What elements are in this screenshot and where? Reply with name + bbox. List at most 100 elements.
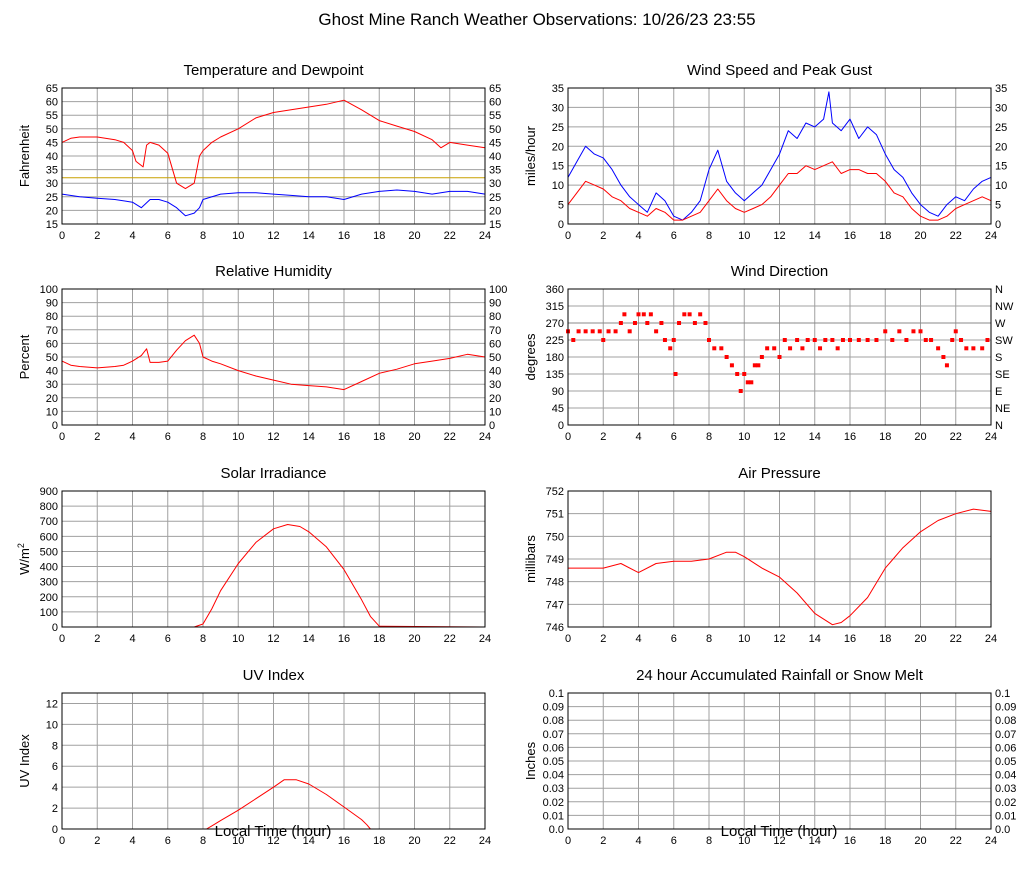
right-y-tick-label: 70: [489, 325, 501, 337]
x-tick-label: 8: [200, 230, 206, 242]
y-tick-label: 15: [552, 161, 564, 173]
plot-frame: [567, 692, 992, 830]
y-axis-label: UV Index: [17, 734, 32, 788]
y-tick-label: 70: [46, 325, 58, 337]
right-y-tick-label: 20: [489, 205, 501, 217]
x-tick-label: 6: [165, 633, 171, 645]
data-point: [772, 346, 777, 351]
x-tick-label: 12: [267, 835, 279, 847]
data-point: [749, 380, 754, 385]
data-point: [692, 321, 697, 325]
y-tick-label: 45: [46, 137, 58, 149]
data-point: [590, 329, 595, 334]
x-tick-label: 14: [809, 230, 821, 242]
right-y-tick-label: 60: [489, 338, 501, 350]
y-tick-label: 752: [546, 486, 564, 498]
data-point: [597, 329, 602, 334]
x-tick-label: 2: [94, 835, 100, 847]
y-tick-label: 700: [40, 516, 58, 528]
data-point: [980, 346, 985, 351]
chart-title: Air Pressure: [738, 465, 821, 482]
y-tick-label: 750: [546, 531, 564, 543]
x-tick-label: 24: [479, 230, 491, 242]
x-tick-label: 18: [373, 230, 385, 242]
data-point: [571, 338, 576, 342]
right-y-tick-label: 15: [995, 161, 1007, 173]
y-tick-label: 2: [52, 803, 58, 815]
right-y-tick-label: S: [995, 352, 1002, 364]
y-axis-label: Percent: [17, 334, 32, 379]
y-tick-label: 500: [40, 546, 58, 558]
x-tick-label: 16: [338, 633, 350, 645]
x-tick-label: 0: [565, 835, 571, 847]
y-tick-label: 90: [552, 386, 564, 398]
data-point: [848, 338, 852, 342]
series-line-1: [61, 99, 486, 190]
x-tick-label: 18: [879, 230, 891, 242]
series-line-2: [61, 189, 486, 217]
y-tick-label: 40: [46, 151, 58, 163]
right-y-tick-label: 20: [489, 393, 501, 405]
plot-frame: [61, 87, 486, 225]
x-tick-label: 22: [444, 633, 456, 645]
y-tick-label: 8: [52, 740, 58, 752]
y-tick-label: 200: [40, 592, 58, 604]
x-tick-label: 8: [200, 633, 206, 645]
right-y-tick-label: E: [995, 386, 1002, 398]
y-tick-label: 0.07: [543, 729, 564, 741]
y-tick-label: 30: [552, 102, 564, 114]
x-tick-label: 6: [165, 230, 171, 242]
chart-title: Wind Direction: [731, 263, 829, 280]
right-y-tick-label: NE: [995, 403, 1010, 415]
right-y-tick-label: 0: [995, 219, 1001, 231]
x-tick-label: 22: [950, 431, 962, 443]
x-tick-label: 22: [950, 633, 962, 645]
right-y-tick-label: 25: [995, 122, 1007, 134]
y-tick-label: 360: [546, 284, 564, 296]
x-tick-label: 20: [408, 835, 420, 847]
x-tick-label: 22: [950, 230, 962, 242]
x-tick-label: 10: [232, 230, 244, 242]
plot-frame: [61, 490, 486, 628]
right-y-tick-label: 0.08: [995, 715, 1016, 727]
data-point: [782, 338, 787, 342]
x-tick-label: 12: [773, 835, 785, 847]
data-point: [840, 338, 845, 342]
data-point: [823, 338, 828, 342]
x-axis-label-left: Local Time (hour): [215, 823, 332, 840]
data-point: [874, 338, 879, 342]
x-tick-label: 16: [844, 633, 856, 645]
data-point: [632, 321, 637, 325]
x-tick-label: 4: [635, 835, 641, 847]
x-tick-label: 8: [200, 835, 206, 847]
x-tick-label: 6: [165, 835, 171, 847]
right-y-tick-label: 10: [995, 180, 1007, 192]
x-tick-label: 0: [565, 431, 571, 443]
data-point: [835, 346, 840, 351]
x-tick-label: 24: [479, 633, 491, 645]
data-point: [812, 338, 817, 342]
y-tick-label: 270: [546, 318, 564, 330]
x-tick-label: 8: [200, 431, 206, 443]
x-tick-label: 16: [338, 431, 350, 443]
x-tick-label: 0: [59, 835, 65, 847]
right-y-tick-label: 50: [489, 352, 501, 364]
x-tick-label: 20: [408, 633, 420, 645]
y-tick-label: 25: [46, 192, 58, 204]
data-point: [719, 346, 724, 351]
y-tick-label: 0.08: [543, 715, 564, 727]
x-tick-label: 18: [373, 835, 385, 847]
y-tick-label: 4: [52, 782, 58, 794]
x-tick-label: 16: [844, 230, 856, 242]
x-tick-label: 6: [671, 230, 677, 242]
data-point: [830, 338, 835, 342]
data-point: [904, 338, 909, 342]
data-point: [745, 380, 750, 385]
data-point: [729, 363, 734, 368]
x-tick-label: 14: [809, 835, 821, 847]
right-y-tick-label: 0.1: [995, 688, 1010, 700]
x-tick-label: 20: [914, 431, 926, 443]
